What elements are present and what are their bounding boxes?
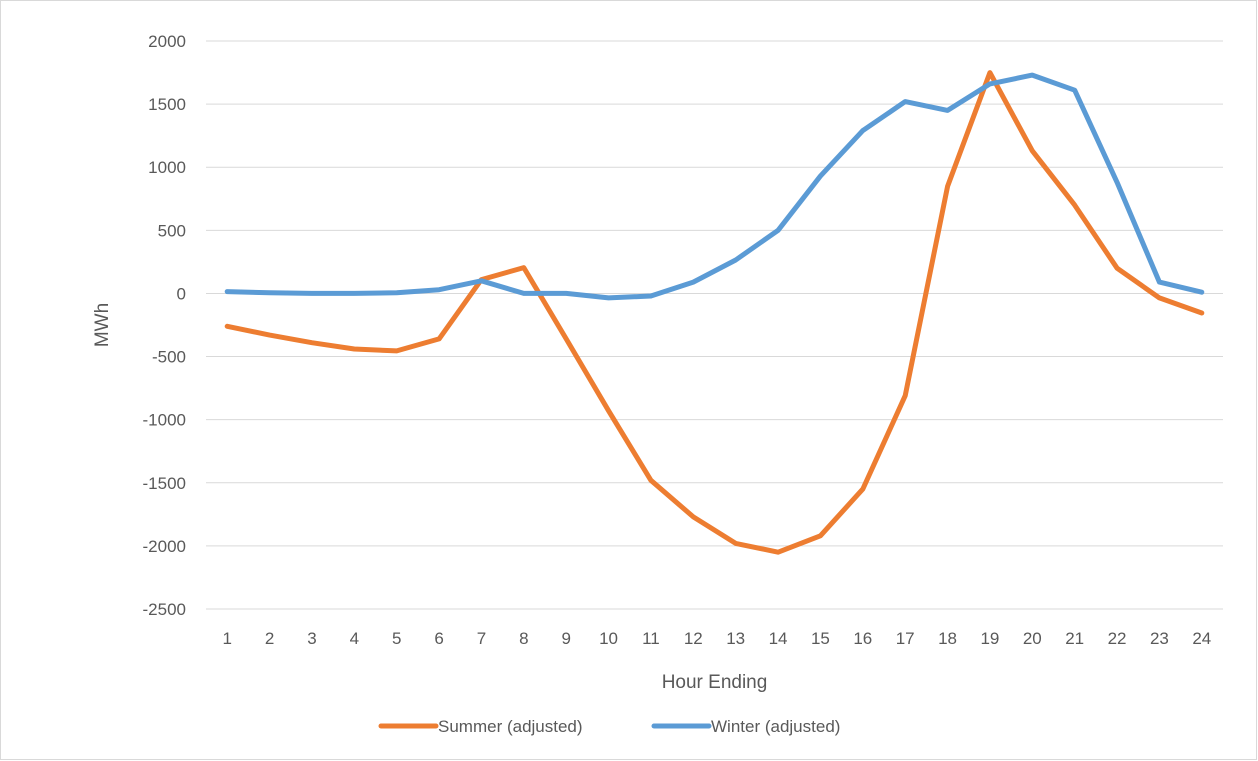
- x-tick-label: 2: [265, 629, 274, 648]
- y-tick-label: 2000: [148, 32, 186, 51]
- series-line-summer: [224, 70, 1205, 555]
- x-tick-label: 17: [896, 629, 915, 648]
- y-tick-label: -2000: [143, 537, 186, 556]
- x-axis-tick-labels: 1 2 3 4 5 6 7 8 9 10 11 12 13 14 15 16 17 18 19 20 21 22 23 24: [222, 629, 1211, 648]
- x-tick-label: 18: [938, 629, 957, 648]
- y-axis-tick-labels: 2000 1500 1000 500 0 -500 -1000 -1500 -2000 -2500: [143, 32, 186, 619]
- x-tick-label: 10: [599, 629, 618, 648]
- y-tick-label: 1000: [148, 158, 186, 177]
- x-tick-label: 5: [392, 629, 401, 648]
- x-tick-label: 24: [1192, 629, 1211, 648]
- y-tick-label: -1000: [143, 411, 186, 430]
- x-tick-label: 11: [642, 629, 660, 648]
- x-tick-label: 15: [811, 629, 830, 648]
- x-tick-label: 19: [980, 629, 999, 648]
- x-tick-label: 16: [853, 629, 872, 648]
- series-lines: [224, 70, 1205, 555]
- x-tick-label: 8: [519, 629, 528, 648]
- gridlines: [206, 40, 1223, 610]
- y-tick-label: -2500: [143, 600, 186, 619]
- x-tick-label: 14: [769, 629, 788, 648]
- x-tick-label: 12: [684, 629, 703, 648]
- x-tick-label: 7: [477, 629, 486, 648]
- x-tick-label: 4: [350, 629, 359, 648]
- x-tick-label: 9: [561, 629, 570, 648]
- legend-label-summer: Summer (adjusted): [438, 717, 583, 736]
- x-tick-label: 20: [1023, 629, 1042, 648]
- series-line-winter: [224, 72, 1205, 301]
- x-tick-label: 22: [1108, 629, 1127, 648]
- x-tick-label: 3: [307, 629, 316, 648]
- y-tick-label: 0: [177, 284, 186, 303]
- y-tick-label: 1500: [148, 95, 186, 114]
- x-tick-label: 1: [222, 629, 231, 648]
- x-tick-label: 21: [1065, 629, 1084, 648]
- y-axis-title: MWh: [92, 303, 113, 347]
- y-tick-label: -1500: [143, 474, 186, 493]
- x-axis-title: Hour Ending: [662, 672, 768, 693]
- legend-label-winter: Winter (adjusted): [711, 717, 840, 736]
- x-tick-label: 13: [726, 629, 745, 648]
- y-tick-label: -500: [152, 348, 186, 367]
- x-tick-label: 23: [1150, 629, 1169, 648]
- y-tick-label: 500: [158, 221, 186, 240]
- legend: Summer (adjusted) Winter (adjusted): [378, 717, 840, 736]
- x-tick-label: 6: [434, 629, 443, 648]
